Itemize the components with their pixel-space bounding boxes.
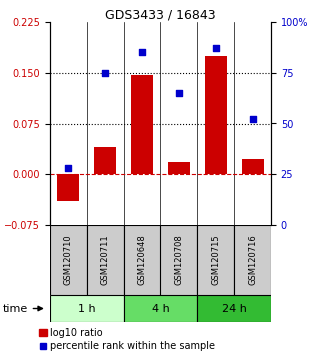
Bar: [160, 225, 197, 295]
Point: [176, 90, 181, 96]
Text: GSM120710: GSM120710: [64, 235, 73, 285]
Bar: [124, 225, 160, 295]
Bar: [87, 225, 124, 295]
Bar: [131, 75, 153, 174]
Text: 4 h: 4 h: [152, 303, 169, 314]
Bar: [205, 56, 227, 174]
Bar: [241, 159, 264, 174]
Bar: [57, 174, 80, 201]
Text: 1 h: 1 h: [78, 303, 96, 314]
Bar: [168, 162, 190, 174]
Text: 24 h: 24 h: [222, 303, 247, 314]
Text: GSM120648: GSM120648: [138, 235, 147, 285]
Text: GSM120716: GSM120716: [248, 235, 257, 285]
Bar: [197, 225, 234, 295]
Point: [213, 46, 218, 51]
Text: GDS3433 / 16843: GDS3433 / 16843: [105, 9, 216, 22]
Bar: [94, 147, 116, 174]
Point: [140, 50, 145, 55]
Bar: [234, 225, 271, 295]
Bar: [50, 225, 87, 295]
Point: [250, 116, 255, 122]
Bar: [50, 295, 124, 322]
Bar: [124, 295, 197, 322]
Text: GSM120708: GSM120708: [174, 235, 183, 285]
Text: time: time: [3, 303, 29, 314]
Legend: log10 ratio, percentile rank within the sample: log10 ratio, percentile rank within the …: [39, 328, 215, 351]
Point: [66, 165, 71, 171]
Text: GSM120711: GSM120711: [101, 235, 110, 285]
Point: [103, 70, 108, 76]
Text: GSM120715: GSM120715: [211, 235, 220, 285]
Bar: [197, 295, 271, 322]
